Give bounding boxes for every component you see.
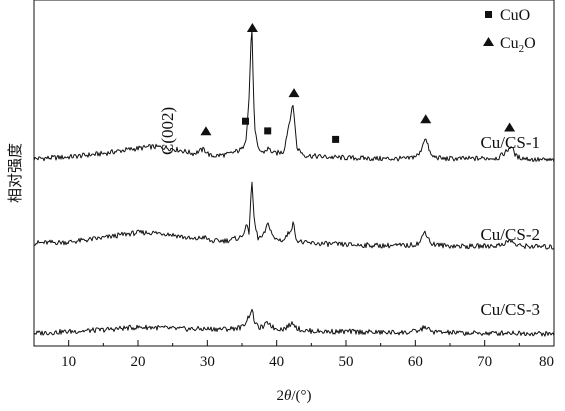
- x-axis-label-theta: θ: [284, 388, 292, 404]
- x-axis-label: 2θ/(°): [276, 388, 311, 404]
- cu2o-marker-5: [504, 122, 516, 132]
- series-label-1: Cu/CS-1: [480, 133, 540, 152]
- annotation-c002: C(002): [158, 107, 177, 155]
- cuo-marker-3: [332, 135, 340, 143]
- cuo-marker-2: [264, 127, 272, 135]
- x-axis-ticks: 10 20 30 40 50 60 70 80: [33, 340, 555, 370]
- cu2o-marker-4: [420, 114, 432, 124]
- series-line-3: [33, 308, 555, 337]
- legend-cu2o-marker: [483, 37, 494, 46]
- x-tick-label-40: 40: [269, 354, 284, 370]
- legend-cuo-marker: [485, 11, 492, 18]
- cuo-marker-1: [242, 117, 249, 125]
- series-line-1: [33, 29, 555, 163]
- x-tick-label-50: 50: [339, 354, 354, 370]
- series-label-3: Cu/CS-3: [480, 300, 540, 319]
- x-tick-label-20: 20: [131, 354, 146, 370]
- cu2o-marker-1: [200, 126, 212, 136]
- x-tick-label-30: 30: [200, 354, 215, 370]
- legend: CuO Cu2O: [483, 7, 536, 55]
- plot-frame: [33, 0, 555, 347]
- legend-cu2o-label: Cu2O: [500, 35, 536, 55]
- x-tick-label-80: 80: [539, 354, 554, 370]
- x-tick-label-10: 10: [61, 354, 76, 370]
- y-axis-label: 相对强度: [6, 143, 24, 203]
- x-axis-label-unit: /(°): [291, 388, 311, 404]
- x-tick-label-60: 60: [408, 354, 423, 370]
- series-label-2: Cu/CS-2: [480, 225, 540, 244]
- series-labels: Cu/CS-1 Cu/CS-2 Cu/CS-3: [480, 133, 540, 319]
- series-line-2: [33, 181, 555, 250]
- x-axis-label-prefix: 2: [276, 388, 284, 404]
- legend-cuo-label: CuO: [500, 7, 530, 24]
- series-traces: [33, 29, 555, 337]
- cu2o-marker-3: [288, 88, 300, 98]
- peak-markers: [200, 22, 516, 143]
- x-tick-label-70: 70: [477, 354, 492, 370]
- cu2o-marker-2: [246, 22, 258, 32]
